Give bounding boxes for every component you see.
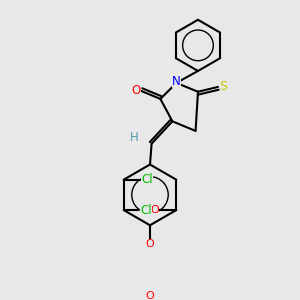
Text: S: S	[220, 80, 228, 93]
Text: O: O	[146, 291, 154, 300]
Text: Cl: Cl	[140, 204, 152, 217]
Text: O: O	[146, 238, 154, 249]
Text: N: N	[172, 75, 181, 88]
Text: Cl: Cl	[141, 173, 153, 186]
Text: O: O	[132, 84, 141, 98]
Text: H: H	[130, 131, 138, 144]
Text: O: O	[150, 205, 159, 215]
